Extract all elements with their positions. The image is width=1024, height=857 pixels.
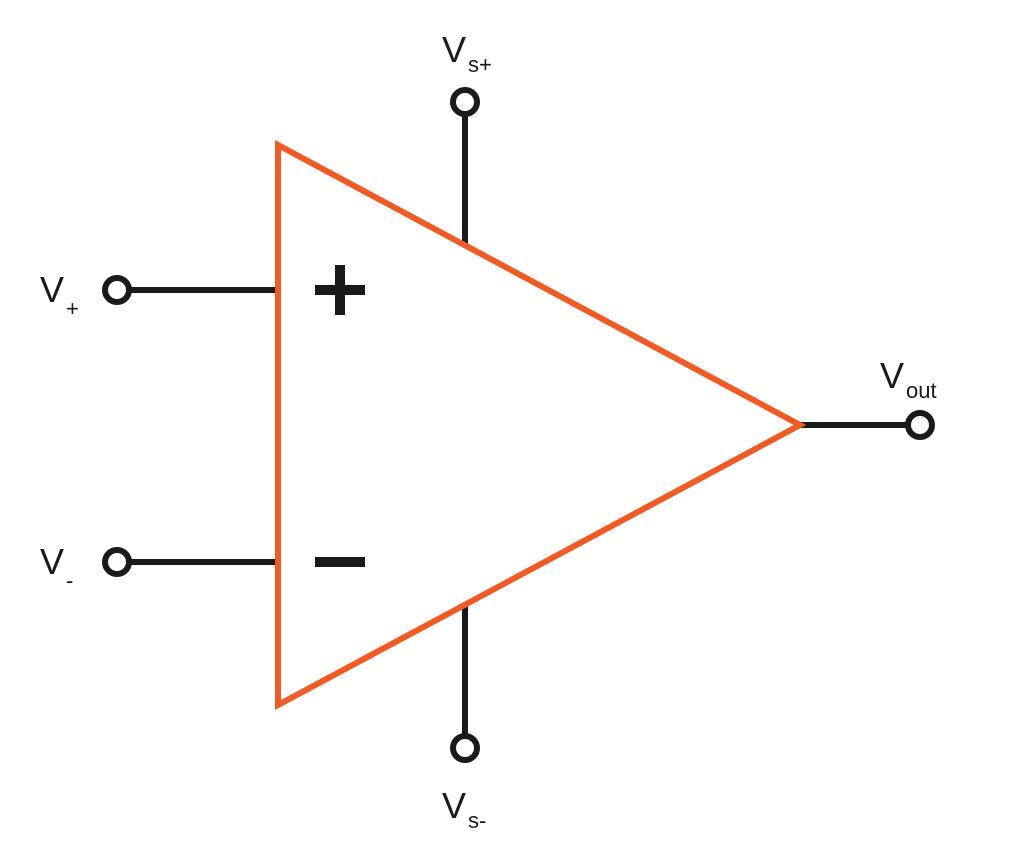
v_plus-terminal [105, 278, 129, 302]
v_minus-terminal [105, 550, 129, 574]
v_sminus-terminal [453, 736, 477, 760]
v_out-terminal [908, 413, 932, 437]
v_splus-terminal [453, 90, 477, 114]
opamp-diagram: V+V-VoutVs+Vs- [0, 0, 1024, 857]
